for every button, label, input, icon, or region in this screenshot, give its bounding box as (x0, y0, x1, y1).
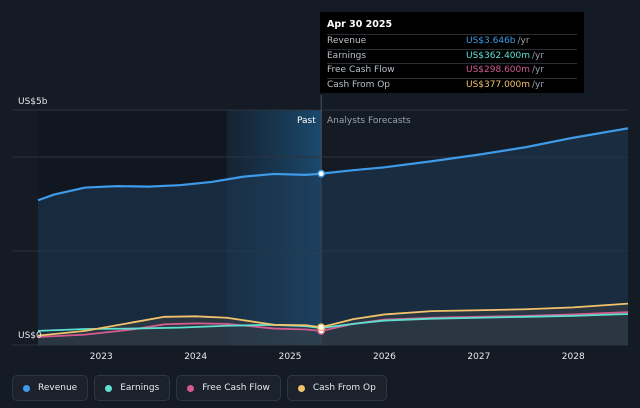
x-tick-label: 2026 (373, 352, 396, 362)
legend-label: Free Cash Flow (202, 383, 270, 393)
tooltip-row-label: Earnings (327, 50, 367, 61)
x-tick-label: 2023 (90, 352, 113, 362)
legend-label: Revenue (38, 383, 78, 393)
tooltip-row: Free Cash Flow US$298.600m/yr (327, 63, 577, 78)
chart-plot: 2023 2024 2025 2026 2027 2028 (12, 95, 629, 362)
tooltip: Apr 30 2025 Revenue US$3.646b/yr Earnings U… (320, 12, 584, 93)
legend-item-free-cash-flow[interactable]: Free Cash Flow (176, 375, 281, 401)
tooltip-row-unit: /yr (532, 50, 545, 61)
legend-item-cash-from-op[interactable]: Cash From Op (286, 375, 387, 401)
tooltip-row-value: US$362.400m (466, 50, 531, 61)
x-tick-label: 2027 (467, 352, 490, 362)
tooltip-row: Revenue US$3.646b/yr (327, 34, 577, 49)
legend-dot-icon (105, 384, 113, 392)
tooltip-row-unit: /yr (517, 36, 530, 46)
legend-label: Cash From Op (312, 383, 376, 393)
tooltip-row-unit: /yr (532, 65, 545, 75)
forecast-label: Analysts Forecasts (327, 116, 411, 126)
past-label: Past (297, 116, 316, 126)
tooltip-row-value: US$3.646b (466, 36, 516, 46)
legend-dot-icon (23, 384, 30, 392)
legend-item-revenue[interactable]: Revenue (12, 375, 89, 401)
legend-label: Earnings (120, 383, 160, 393)
marker-cash-from-op (317, 323, 326, 332)
legend: Revenue Earnings Free Cash Flow Cash From O… (12, 375, 387, 401)
tooltip-row-label: Revenue (327, 36, 367, 46)
legend-dot-icon (187, 384, 195, 392)
y-axis-bottom-label: US$0 (18, 331, 42, 341)
series-line-free-cash-flow (37, 311, 629, 338)
series-line-cash-from-op (37, 302, 629, 337)
tooltip-row-label: Cash From Op (327, 79, 391, 90)
tooltip-row: Earnings US$362.400m/yr (327, 48, 577, 64)
revenue-area (38, 128, 628, 345)
x-tick-label: 2025 (279, 352, 302, 362)
series-line-revenue (37, 127, 629, 202)
y-axis-top-label: US$5b (18, 97, 48, 107)
tooltip-date: Apr 30 2025 (327, 19, 393, 30)
tooltip-row: Cash From Op US$377.000m/yr (327, 77, 577, 93)
marker-revenue (317, 169, 326, 178)
x-tick-label: 2028 (562, 352, 585, 362)
tooltip-row-value: US$377.000m (466, 79, 531, 90)
legend-item-earnings[interactable]: Earnings (94, 375, 171, 401)
legend-dot-icon (297, 384, 305, 392)
tooltip-row-value: US$298.600m (466, 65, 531, 75)
tooltip-row-label: Free Cash Flow (327, 65, 395, 75)
tooltip-row-unit: /yr (532, 79, 545, 90)
x-tick-label: 2024 (184, 352, 207, 362)
